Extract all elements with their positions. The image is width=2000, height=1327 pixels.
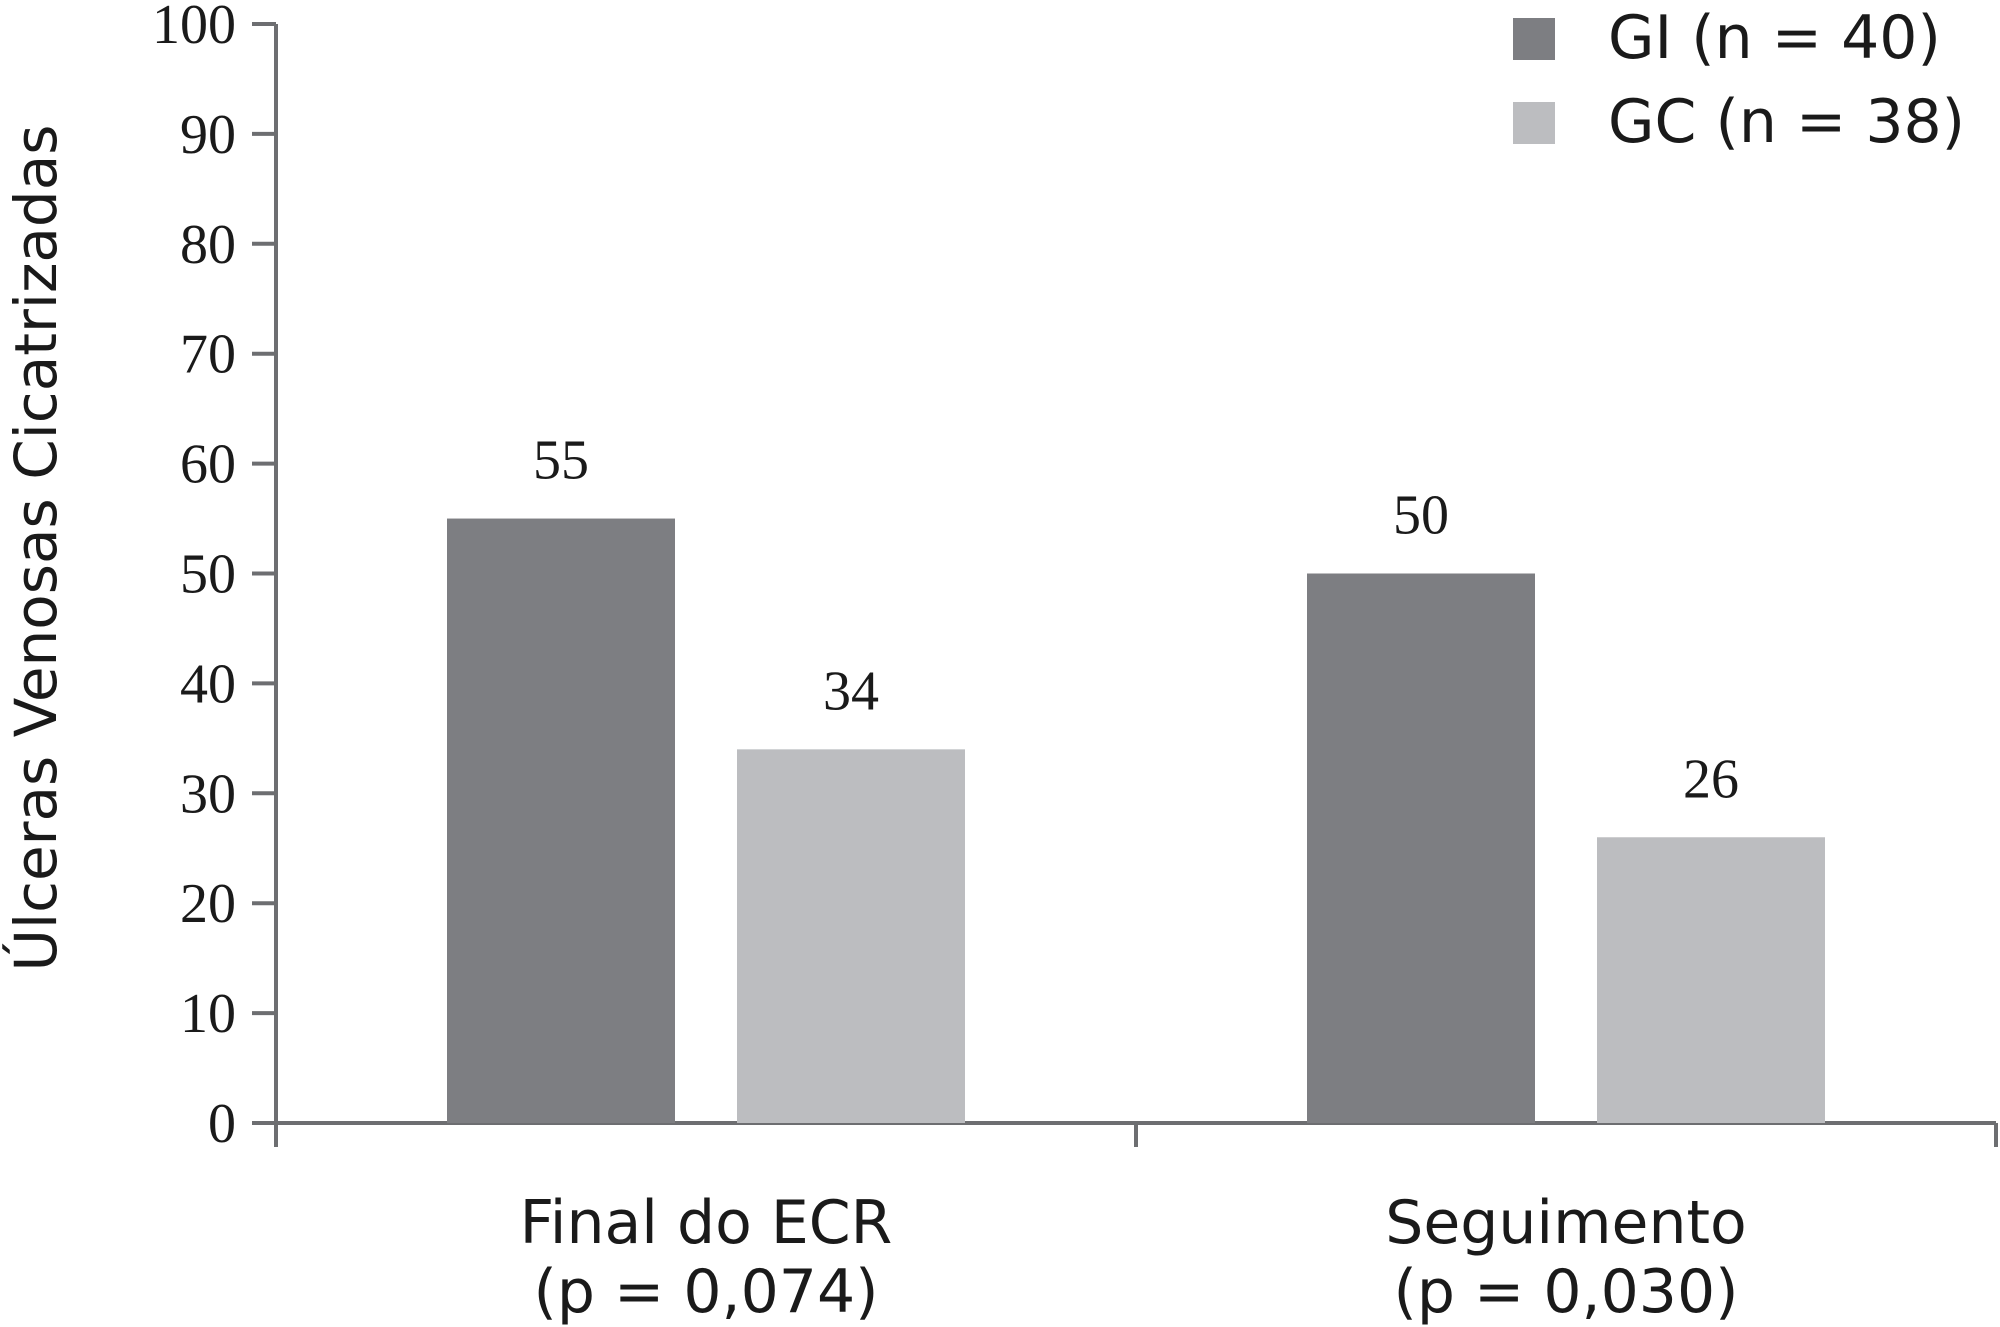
data-labels-group: 55 34 50 26 bbox=[533, 430, 1739, 811]
y-tick-label: 100 bbox=[152, 0, 236, 56]
x-category-label: Seguimento bbox=[1385, 1188, 1746, 1258]
legend-label: GI (n = 40) bbox=[1608, 3, 1941, 73]
y-tick-label: 70 bbox=[180, 324, 236, 386]
x-category-subtitle: (p = 0,030) bbox=[1393, 1257, 1738, 1327]
y-axis-title-group: Úlceras Venosas Cicatrizadas bbox=[1, 124, 70, 971]
category-labels-group: Final do ECR(p = 0,074) Seguimento(p = 0,… bbox=[520, 1188, 1747, 1327]
legend-label: GC (n = 38) bbox=[1608, 87, 1965, 157]
data-label: 34 bbox=[823, 660, 879, 722]
y-tick-label: 90 bbox=[180, 104, 236, 166]
x-category-label: Final do ECR bbox=[520, 1188, 893, 1258]
x-category-subtitle: (p = 0,074) bbox=[533, 1257, 878, 1327]
y-tick-label: 0 bbox=[208, 1093, 236, 1155]
x-axis bbox=[274, 1121, 1998, 1147]
data-label: 26 bbox=[1683, 748, 1739, 810]
legend-swatch bbox=[1513, 102, 1555, 144]
data-label: 55 bbox=[533, 430, 589, 492]
y-tick-label: 40 bbox=[180, 653, 236, 715]
y-tick-label: 80 bbox=[180, 214, 236, 276]
y-tick-label: 20 bbox=[180, 873, 236, 935]
y-tick-label: 60 bbox=[180, 434, 236, 496]
bar-gi-1 bbox=[447, 518, 675, 1123]
legend-swatch bbox=[1513, 18, 1555, 60]
y-axis-title: Úlceras Venosas Cicatrizadas bbox=[1, 124, 70, 971]
data-label: 50 bbox=[1393, 485, 1449, 547]
y-tick-label: 10 bbox=[180, 983, 236, 1045]
bar-gc-2 bbox=[1597, 837, 1825, 1123]
y-tick-label: 50 bbox=[180, 544, 236, 606]
bar-gi-2 bbox=[1307, 573, 1535, 1123]
bar-gc-1 bbox=[737, 749, 965, 1123]
bars-group bbox=[447, 518, 1825, 1123]
legend: GI (n = 40) GC (n = 38) bbox=[1513, 3, 1965, 157]
y-axis: 0 10 20 30 40 50 60 70 80 90 100 bbox=[152, 0, 278, 1155]
y-tick-label: 30 bbox=[180, 763, 236, 825]
